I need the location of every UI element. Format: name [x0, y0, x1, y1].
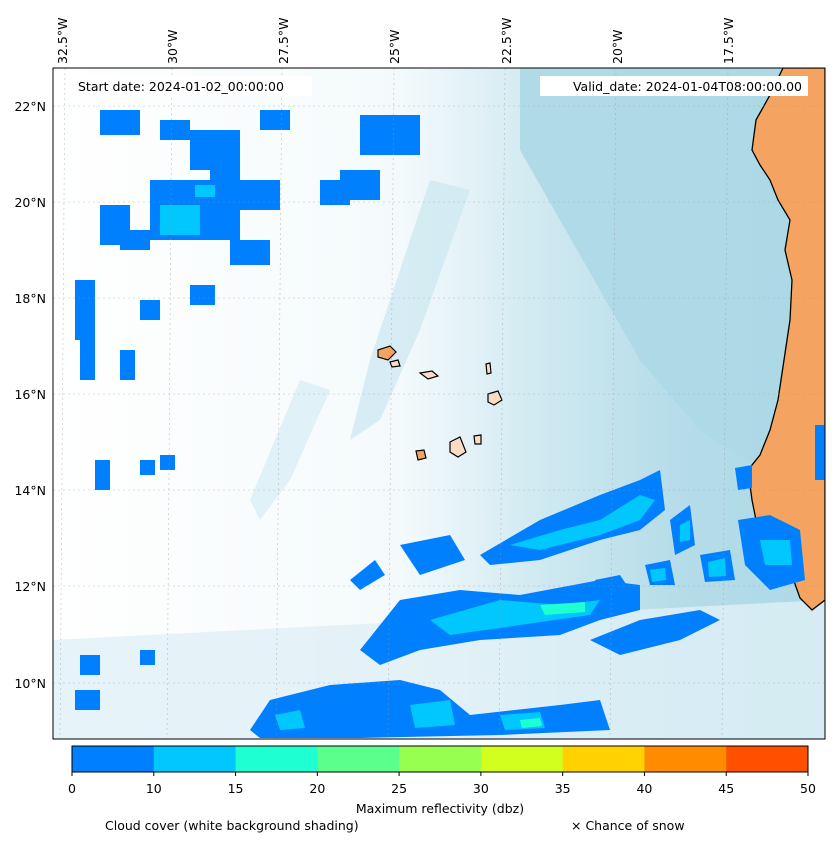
longitude-labels: 32.5°W 30°W 27.5°W 25°W 22.5°W 20°W 17.5… [55, 18, 736, 64]
valid-date-box [540, 76, 808, 96]
cloud-streak-1 [350, 180, 470, 440]
cloud-streak-2 [250, 380, 330, 520]
lon-label: 30°W [165, 29, 180, 64]
colorbar-swatch [317, 746, 400, 772]
lon-label: 20°W [610, 29, 625, 64]
colorbar-tick-label: 40 [636, 781, 653, 796]
lat-label: 18°N [14, 291, 46, 306]
colorbar-tick-label: 35 [554, 781, 571, 796]
reflectivity-cells-north-mid [160, 185, 215, 235]
lon-label: 22.5°W [499, 18, 514, 64]
colorbar-swatch [644, 746, 727, 772]
colorbar-tick-label: 50 [800, 781, 816, 796]
island-sal [485, 362, 492, 375]
lat-label: 10°N [14, 676, 46, 691]
colorbar-swatch [235, 746, 318, 772]
lon-label: 17.5°W [721, 18, 736, 64]
colorbar-tick-label: 0 [68, 781, 76, 796]
colorbar-swatch [399, 746, 482, 772]
lon-label: 32.5°W [55, 18, 70, 64]
colorbar-tick-label: 30 [472, 781, 489, 796]
lat-label: 16°N [14, 387, 46, 402]
lon-label: 25°W [387, 29, 402, 64]
island-boa-vista [487, 390, 503, 406]
snow-caption: × Chance of snow [571, 818, 685, 833]
colorbar-tick-label: 10 [145, 781, 162, 796]
land-west-africa [747, 68, 825, 611]
island-santiago [449, 436, 467, 458]
clear-sky-area [520, 68, 825, 470]
colorbar-swatch [153, 746, 237, 772]
map-frame [52, 67, 826, 740]
colorbar-swatch [72, 746, 155, 772]
map-panel: Start date: 2024-01-02_00:00:00 Valid_da… [53, 68, 825, 739]
colorbar-tick-label: 15 [227, 781, 244, 796]
cloud-cover-caption: Cloud cover (white background shading) [105, 818, 359, 833]
island-sao-vicente [389, 359, 401, 368]
colorbar-swatch [562, 746, 645, 772]
colorbar-frame [71, 745, 809, 773]
lat-label: 22°N [14, 99, 46, 114]
colorbar-swatch [480, 746, 564, 772]
lat-label: 12°N [14, 579, 46, 594]
latitude-labels: 22°N 20°N 18°N 16°N 14°N 12°N 10°N [14, 99, 46, 691]
colorbar-tick-label: 25 [391, 781, 408, 796]
lon-label: 27.5°W [276, 18, 291, 64]
colorbar-tick-label: 45 [718, 781, 735, 796]
colorbar-title: Maximum reflectivity (dbz) [355, 801, 525, 816]
lat-label: 14°N [14, 483, 46, 498]
lat-label: 20°N [14, 195, 46, 210]
start-date-label: Start date: 2024-01-02_00:00:00 [78, 79, 284, 94]
colorbar [71, 745, 809, 776]
start-date-box [72, 76, 312, 96]
colorbar-tick-label: 20 [309, 781, 326, 796]
island-sao-nicolau [418, 370, 440, 380]
graticule [53, 68, 825, 739]
reflectivity-band-south [250, 425, 825, 738]
colorbar-swatch [726, 746, 809, 772]
island-maio [473, 434, 482, 445]
island-fogo [415, 449, 427, 461]
valid-date-label: Valid_date: 2024-01-04T08:00:00.00 [573, 79, 802, 94]
